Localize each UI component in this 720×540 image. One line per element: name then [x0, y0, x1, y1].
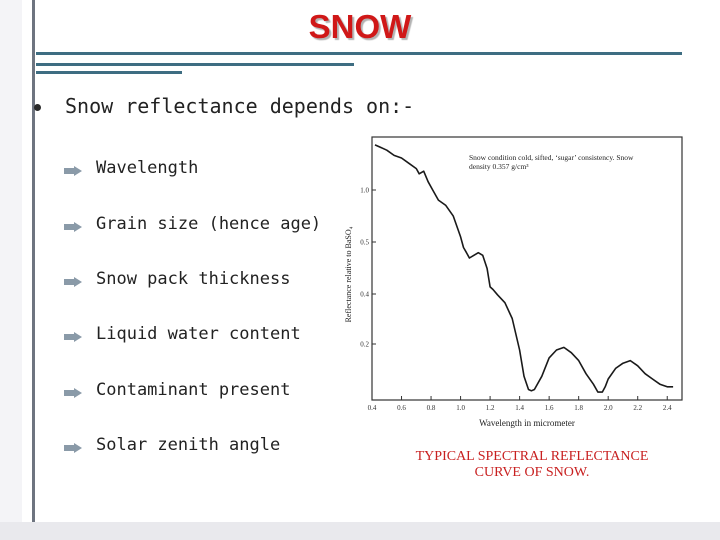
sub-bullet-item: Grain size (hence age)	[64, 210, 321, 238]
title-rule-short	[36, 71, 182, 74]
left-decor-line	[32, 0, 35, 522]
main-bullet-text: Snow reflectance depends on:-	[65, 94, 415, 118]
sub-bullet-item: Liquid water content	[64, 320, 301, 348]
x-tick-label: 1.2	[486, 404, 495, 412]
y-tick-label: 0.4	[360, 291, 369, 299]
filled-circle-bullet-icon	[34, 104, 41, 111]
y-tick-label: 0.5	[360, 239, 369, 247]
chart-frame	[371, 136, 683, 401]
x-tick-label: 2.4	[663, 404, 672, 412]
x-tick-label: 0.4	[368, 404, 377, 412]
x-tick-label: 0.6	[397, 404, 406, 412]
reflectance-curve	[374, 144, 674, 393]
arrow-bullet-icon	[64, 388, 82, 398]
sub-bullet-item: Snow pack thickness	[64, 265, 290, 293]
sub-bullet-text: Solar zenith angle	[96, 435, 281, 455]
y-tick-label: 1.0	[360, 187, 369, 195]
x-tick-label: 0.8	[427, 404, 436, 412]
sub-bullet-text: Contaminant present	[96, 380, 291, 400]
sub-bullet-item: Solar zenith angle	[64, 431, 280, 459]
chart-annotation-line: density 0.357 g/cm³	[469, 162, 529, 171]
x-axis-label: Wavelength in micrometer	[479, 418, 575, 428]
x-tick-label: 2.0	[604, 404, 613, 412]
arrow-bullet-icon	[64, 222, 82, 232]
x-tick-label: 1.8	[574, 404, 583, 412]
sub-bullet-text: Snow pack thickness	[96, 269, 291, 289]
sub-bullet-text: Wavelength	[96, 158, 199, 178]
y-tick-label: 0.2	[360, 341, 369, 349]
arrow-bullet-icon	[64, 332, 82, 342]
arrow-bullet-icon	[64, 443, 82, 453]
sub-bullet-item: Contaminant present	[64, 376, 290, 404]
chart-caption-line: TYPICAL SPECTRAL REFLECTANCE	[415, 449, 649, 464]
title-rule-long	[36, 52, 682, 55]
bottom-decor-bar	[0, 522, 720, 540]
sub-bullet-text: Grain size (hence age)	[96, 214, 322, 234]
x-tick-label: 2.2	[633, 404, 642, 412]
sub-bullet-item: Wavelength	[64, 154, 198, 182]
left-decor-bar	[0, 0, 22, 540]
arrow-bullet-icon	[64, 277, 82, 287]
slide-title: SNOW	[308, 8, 412, 45]
chart-caption-line: CURVE OF SNOW.	[474, 465, 590, 480]
chart-caption: TYPICAL SPECTRAL REFLECTANCE CURVE OF SN…	[398, 449, 666, 481]
y-axis-label: Reflectance relative to BaSO₄	[344, 226, 353, 322]
reflectance-chart: 0.4 0.6 0.8 1.0 1.2 1.4 1.6 1.8 2.0 2.2 2.4 0.2 0.4 0…	[344, 136, 683, 428]
title-rule-medium	[36, 63, 354, 66]
sub-bullet-text: Liquid water content	[96, 324, 301, 344]
chart-annotation-line: Snow condition cold, sifted, ‘sugar’ con…	[469, 153, 634, 162]
x-tick-label: 1.4	[515, 404, 524, 412]
x-tick-label: 1.0	[456, 404, 465, 412]
x-tick-label: 1.6	[545, 404, 554, 412]
arrow-bullet-icon	[64, 166, 82, 176]
